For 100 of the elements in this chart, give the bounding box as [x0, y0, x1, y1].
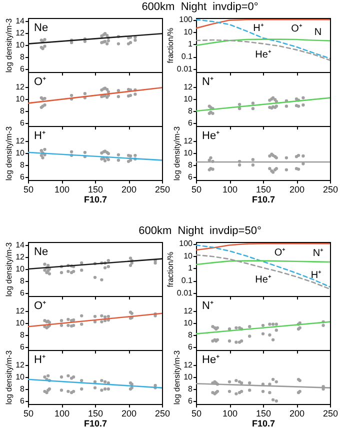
y-tick-label: 12 [16, 360, 26, 370]
y-tick-label: 10 [184, 148, 194, 158]
x-tick-label: 50 [191, 184, 202, 194]
annotation: H⁺ [34, 354, 46, 366]
x-tick-label: 200 [121, 408, 137, 418]
x-tick-label: 200 [289, 408, 305, 418]
y-tick-label: 0.01 [176, 288, 194, 298]
x-axis-title: F10.7 [84, 194, 108, 204]
y-tick-label: 0.01 [176, 64, 194, 74]
y-tick-label: 10 [16, 148, 26, 158]
annotation: O⁺ [34, 76, 47, 88]
x-tick-label: 250 [154, 408, 170, 418]
y-tick-label: 6 [20, 396, 26, 406]
y-tick-label: 6 [20, 288, 26, 298]
y-tick-label: 1 [188, 264, 194, 273]
chart-title: 600km Night invdip=0° [140, 1, 260, 13]
y-tick-label: 8 [188, 330, 194, 340]
y-tick-label: 10 [16, 264, 26, 274]
x-axis-title: F10.7 [252, 194, 276, 204]
annotation: O⁺ [34, 300, 47, 312]
y-tick-label: 6 [20, 64, 26, 74]
y-tick-label: 6 [188, 118, 194, 128]
series-label: He⁺ [255, 274, 272, 286]
annotation: N⁺ [202, 76, 214, 88]
x-tick-label: 50 [191, 408, 202, 418]
y-tick-label: 14 [16, 240, 26, 250]
y-tick-label: 12 [16, 252, 26, 262]
y-tick-label: 12 [184, 82, 194, 92]
series-label: N [314, 26, 322, 38]
x-tick-label: 150 [256, 408, 272, 418]
x-tick-label: 100 [222, 184, 238, 194]
y-tick-label: 10 [16, 372, 26, 382]
series-label: O⁺ [291, 24, 303, 35]
y-tick-label: 10 [184, 372, 194, 382]
annotation: He⁺ [202, 130, 220, 142]
annotation: Ne [34, 246, 48, 258]
y-tick-label: 12 [184, 306, 194, 316]
series-label: N⁺ [312, 248, 324, 259]
x-tick-label: 250 [154, 184, 170, 194]
y-axis-title: log density/m-3 [4, 126, 14, 181]
y-tick-label: 12 [16, 136, 26, 146]
y-tick-label: 0.1 [181, 276, 194, 286]
x-axis-title: F10.7 [84, 418, 108, 428]
y-tick-label: 6 [20, 342, 26, 352]
y-tick-label: 12 [16, 28, 26, 38]
y-tick-label: 1 [188, 40, 194, 49]
y-tick-label: 10 [16, 318, 26, 328]
y-tick-label: 6 [188, 342, 194, 352]
y-tick-label: 14 [16, 16, 26, 26]
x-tick-label: 250 [322, 184, 338, 194]
annotation: H⁺ [34, 130, 46, 142]
y-tick-label: 8 [188, 160, 194, 170]
x-tick-label: 150 [88, 408, 104, 418]
y-tick-label: 10 [16, 40, 26, 50]
y-tick-label: 12 [184, 136, 194, 146]
series-label: O⁺ [274, 248, 286, 259]
y-tick-label: 10 [184, 94, 194, 104]
annotation: He⁺ [202, 354, 220, 366]
y-tick-label: 6 [188, 396, 194, 406]
y-tick-label: 12 [16, 82, 26, 92]
chart-title: 600km Night invdip=50° [138, 225, 262, 237]
y-tick-label: 10 [184, 251, 194, 260]
y-tick-label: 8 [188, 106, 194, 116]
annotation: N⁺ [202, 300, 214, 312]
y-axis-title: log density/m-3 [172, 126, 182, 181]
annotation: Ne [34, 22, 48, 34]
y-tick-label: 8 [20, 106, 26, 116]
x-tick-label: 50 [23, 408, 34, 418]
y-axis-title: log density/m-3 [4, 18, 14, 73]
y-axis-title: log density/m-3 [4, 350, 14, 405]
y-tick-label: 12 [184, 360, 194, 370]
x-tick-label: 100 [54, 408, 70, 418]
x-axis-title: F10.7 [252, 418, 276, 428]
y-tick-label: 8 [20, 160, 26, 170]
x-tick-label: 100 [222, 408, 238, 418]
x-tick-label: 100 [54, 184, 70, 194]
series-label: H⁺ [253, 22, 264, 34]
y-tick-label: 6 [20, 118, 26, 128]
y-axis-title: log density/m-3 [4, 242, 14, 297]
series-label: H⁺ [310, 270, 322, 281]
y-axis-title: fraction/% [166, 28, 175, 64]
y-tick-label: 10 [184, 318, 194, 328]
y-tick-label: 8 [20, 276, 26, 286]
y-tick-label: 10 [184, 27, 194, 36]
y-tick-label: 8 [188, 384, 194, 394]
y-tick-label: 10 [16, 94, 26, 104]
y-axis-title: log density/m-3 [172, 350, 182, 405]
x-tick-label: 150 [88, 184, 104, 194]
x-tick-label: 250 [322, 408, 338, 418]
x-tick-label: 200 [289, 184, 305, 194]
y-tick-label: 6 [188, 172, 194, 182]
y-tick-label: 100 [179, 239, 194, 248]
y-tick-label: 0.1 [181, 52, 194, 62]
y-tick-label: 12 [16, 306, 26, 316]
x-tick-label: 200 [121, 184, 137, 194]
y-tick-label: 8 [20, 330, 26, 340]
series-label: He⁺ [255, 50, 272, 61]
x-tick-label: 50 [23, 184, 34, 194]
y-tick-label: 8 [20, 384, 26, 394]
y-axis-title: fraction/% [166, 252, 175, 288]
